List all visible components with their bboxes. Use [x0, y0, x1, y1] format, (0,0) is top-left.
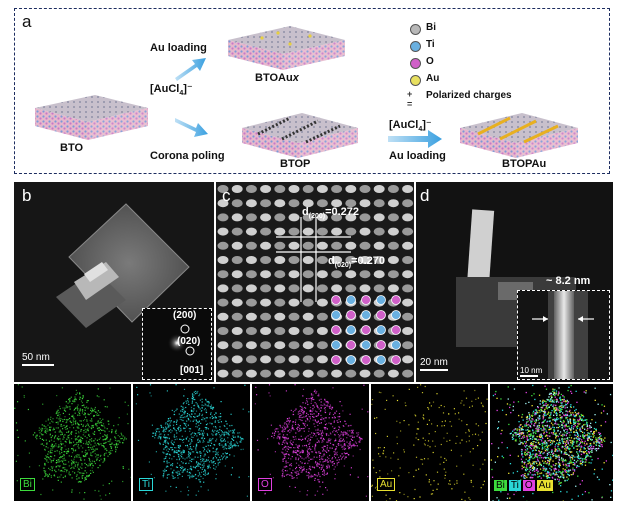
- eds-tag-o: O: [258, 478, 272, 491]
- scale-bar-line: [420, 369, 448, 371]
- panel-d-inset: [517, 290, 610, 380]
- panel-b-tem-image: [56, 203, 190, 328]
- scale-bar-line: [520, 375, 538, 377]
- panel-c: [216, 182, 414, 382]
- d200-label: d(200)=0.272: [302, 206, 360, 221]
- overlay-tag-o: O: [522, 480, 535, 491]
- au-loading-top: Au loading: [150, 42, 207, 54]
- aucl4-right: [AuCl4]⁻: [389, 119, 432, 134]
- legend: Bi Ti O Au + = Polarized charges: [407, 22, 512, 109]
- btopau-slab: [460, 113, 578, 158]
- panel-c-label: c: [222, 186, 231, 205]
- overlay-tags: Bi Ti O Au: [494, 480, 553, 491]
- thickness-label: ~ 8.2 nm: [546, 275, 591, 287]
- panel-a-illustration: [35, 26, 578, 158]
- d-spacing-lines: [276, 217, 351, 302]
- ti-distribution: [135, 384, 250, 497]
- eds-map-overlay: Bi Ti O Au: [490, 384, 613, 501]
- inset-scale-bar: 10 nm: [520, 366, 543, 377]
- o-dot-icon: [410, 58, 421, 69]
- overlay-distribution: [490, 384, 613, 501]
- au-dot-icon: [410, 75, 421, 86]
- bi-distribution: [14, 384, 131, 500]
- fft-200-label: (200): [173, 310, 197, 321]
- fft-inset: [142, 308, 212, 380]
- overlay-tag-au: Au: [536, 480, 553, 491]
- hrtem-lattice: [217, 185, 414, 378]
- au-loading-right: Au loading: [389, 150, 446, 162]
- o-distribution: [254, 384, 369, 497]
- btoaux-slab: [228, 26, 345, 70]
- bto-label: BTO: [60, 142, 84, 154]
- eds-map-o: O: [252, 384, 369, 501]
- fft-pattern: [167, 324, 195, 356]
- panel-d-inset-image: [532, 291, 594, 379]
- arrow-down-right: [175, 118, 208, 137]
- eds-map-au: Au: [371, 384, 488, 501]
- fft-020-label: (020): [177, 336, 201, 347]
- eds-tag-bi: Bi: [20, 478, 35, 491]
- d020-label: d(020)=0.270: [328, 255, 386, 270]
- corona-poling-label: Corona poling: [150, 150, 225, 162]
- aucl4-top: [AuCl4]⁻: [150, 83, 193, 98]
- panel-d-scale-bar: 20 nm: [420, 357, 460, 377]
- arrow-up-right: [175, 58, 206, 81]
- bi-dot-icon: [410, 24, 421, 35]
- panel-a: [14, 8, 610, 174]
- btop-label: BTOP: [280, 158, 311, 170]
- panel-b-scale-bar: 50 nm: [22, 352, 62, 372]
- ti-dot-icon: [410, 41, 421, 52]
- eds-tag-au: Au: [377, 478, 396, 491]
- overlay-tag-bi: Bi: [494, 480, 507, 491]
- au-distribution: [371, 384, 488, 501]
- panel-b-label: b: [22, 186, 32, 205]
- bto-slab: [35, 95, 148, 140]
- btop-slab: [242, 113, 358, 158]
- eds-tag-ti: Ti: [139, 478, 153, 491]
- overlay-tag-ti: Ti: [508, 480, 521, 491]
- polarized-charges-icon: + =: [407, 89, 413, 109]
- eds-map-ti: Ti: [133, 384, 250, 501]
- scale-bar-line: [22, 364, 54, 366]
- panel-d-label: d: [420, 186, 430, 205]
- fft-zone-label: [001]: [180, 365, 204, 376]
- panel-a-label: a: [22, 12, 32, 31]
- btopau-label: BTOPAu: [502, 158, 547, 170]
- btoaux-label: BTOAux: [255, 72, 299, 84]
- eds-map-bi: Bi: [14, 384, 131, 501]
- arrow-right: [388, 130, 442, 148]
